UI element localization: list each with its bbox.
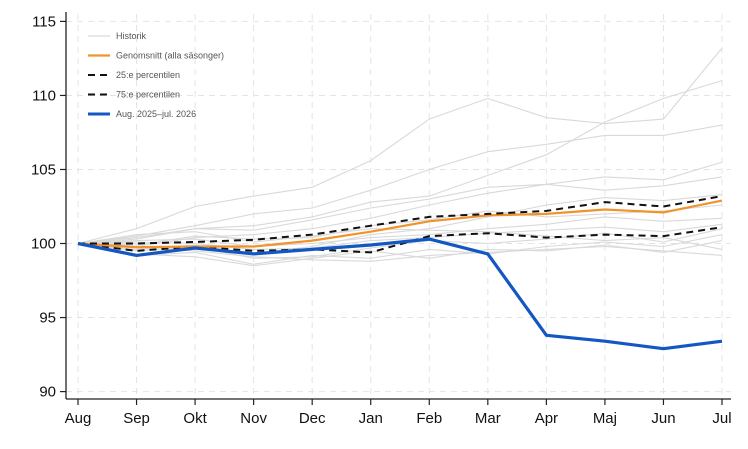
y-tick-label: 95 bbox=[39, 310, 56, 327]
historical-line bbox=[77, 223, 723, 250]
x-tick-label: Dec bbox=[299, 410, 326, 427]
historical-line bbox=[77, 47, 723, 245]
x-tick-label: Okt bbox=[183, 410, 207, 427]
y-tick-label: 110 bbox=[32, 87, 56, 104]
historical-lines bbox=[77, 47, 723, 267]
x-tick-label: Sep bbox=[123, 410, 150, 427]
series-line-p25 bbox=[77, 226, 723, 254]
historical-line bbox=[77, 176, 723, 245]
x-tick-label: Feb bbox=[416, 410, 442, 427]
historical-line bbox=[77, 228, 723, 250]
legend-label: Aug. 2025–jul. 2026 bbox=[116, 109, 196, 119]
x-tick-label: Nov bbox=[240, 410, 267, 427]
historical-line bbox=[77, 216, 723, 248]
series-lines bbox=[77, 195, 723, 351]
historical-line bbox=[77, 161, 723, 248]
legend-label: 25:e percentilen bbox=[116, 70, 180, 80]
historical-line bbox=[77, 240, 723, 267]
x-tick-label: Apr bbox=[535, 410, 558, 427]
x-tick-label: Jan bbox=[359, 410, 383, 427]
x-tick-label: Jul bbox=[712, 410, 731, 427]
legend-label: Genomsnitt (alla säsonger) bbox=[116, 51, 224, 61]
x-tick-label: Mar bbox=[475, 410, 501, 427]
historical-line bbox=[77, 234, 723, 265]
y-tick-label: 90 bbox=[39, 384, 56, 401]
legend-label: Historik bbox=[116, 31, 147, 41]
historical-line bbox=[77, 80, 723, 245]
y-tick-label: 100 bbox=[31, 236, 56, 253]
x-tick-label: Maj bbox=[593, 410, 617, 427]
y-tick-label: 115 bbox=[32, 13, 56, 30]
historical-line bbox=[77, 204, 723, 246]
axes: 90 95 100 105 110 115 Aug Sep Okt Nov Dec Jan Feb Mar… bbox=[31, 12, 732, 427]
legend: Historik Genomsnitt (alla säsonger) 25:e p… bbox=[88, 31, 224, 119]
series-line-mean bbox=[77, 199, 723, 249]
legend-label: 75:e percentilen bbox=[116, 90, 180, 100]
x-tick-label: Aug bbox=[65, 410, 92, 427]
y-tick-label: 105 bbox=[31, 161, 56, 178]
x-tick-label: Jun bbox=[651, 410, 675, 427]
series-line-current bbox=[77, 237, 723, 351]
historical-line bbox=[77, 124, 723, 245]
